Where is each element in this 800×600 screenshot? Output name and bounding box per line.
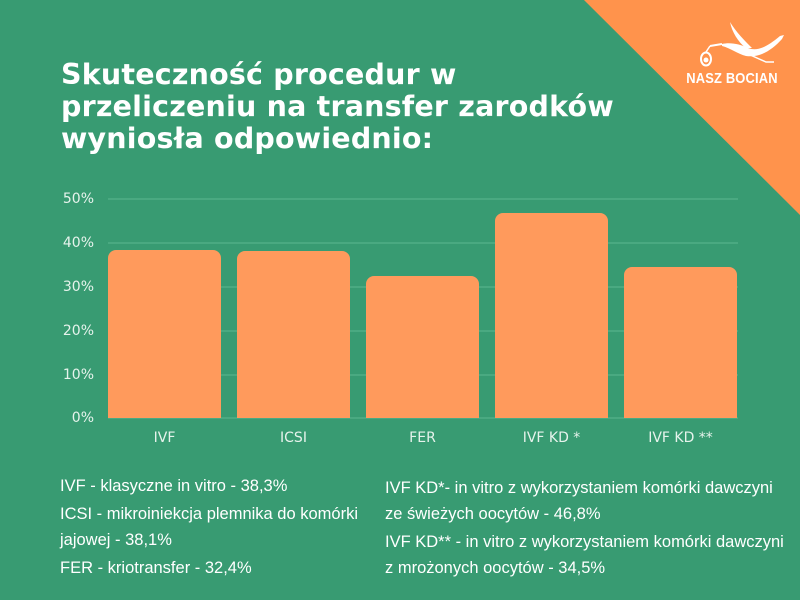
page-title: Skuteczność procedur w przeliczeniu na t… bbox=[61, 59, 681, 155]
x-tick-fer: FER bbox=[409, 430, 436, 446]
x-tick-ivf-kd-1: IVF KD * bbox=[522, 430, 581, 446]
x-tick-ivf-kd-2: IVF KD ** bbox=[648, 430, 713, 446]
stork-carrying-bundle-icon bbox=[700, 22, 784, 67]
y-tick-40: 40% bbox=[62, 235, 94, 251]
logo-text: NASZ BOCIAN bbox=[686, 70, 778, 87]
y-tick-20: 20% bbox=[62, 323, 94, 339]
legend-item-ivf-kd-2: IVF KD** - in vitro z wykorzystaniem kom… bbox=[385, 533, 784, 577]
y-tick-0: 0% bbox=[71, 410, 94, 426]
legend-item-fer: FER - kriotransfer - 32,4% bbox=[60, 559, 252, 577]
x-tick-icsi: ICSI bbox=[280, 430, 307, 446]
y-tick-30: 30% bbox=[62, 279, 94, 295]
bar-icsi bbox=[237, 251, 350, 418]
bar-ivf bbox=[108, 250, 221, 418]
bar-fer bbox=[366, 276, 479, 418]
legend-right-column: IVF KD*- in vitro z wykorzystaniem komór… bbox=[385, 475, 785, 583]
title-line-2: przeliczeniu na transfer zarodków bbox=[61, 90, 614, 123]
x-tick-ivf: IVF bbox=[153, 430, 176, 446]
legend-item-ivf: IVF - klasyczne in vitro - 38,3% bbox=[60, 477, 288, 495]
y-tick-50: 50% bbox=[62, 191, 94, 207]
gridline-40 bbox=[108, 242, 738, 244]
y-tick-10: 10% bbox=[62, 367, 94, 383]
bar-ivf-kd-1 bbox=[495, 213, 608, 418]
legend-item-icsi: ICSI - mikroiniekcja plemnika do komórki… bbox=[60, 505, 359, 549]
gridline-0 bbox=[108, 417, 738, 419]
title-line-1: Skuteczność procedur w bbox=[61, 58, 457, 91]
legend-left-column: IVF - klasyczne in vitro - 38,3% ICSI - … bbox=[60, 473, 380, 583]
title-line-3: wyniosła odpowiednio: bbox=[61, 122, 434, 155]
bar-ivf-kd-2 bbox=[624, 266, 737, 418]
legend-item-ivf-kd-1: IVF KD*- in vitro z wykorzystaniem komór… bbox=[385, 479, 773, 523]
gridline-50 bbox=[108, 198, 738, 200]
bar-chart: 50% 40% 30% 20% 10% 0% IVF ICSI FER IVF … bbox=[62, 191, 738, 446]
nasz-bocian-logo: NASZ BOCIAN bbox=[672, 18, 792, 90]
